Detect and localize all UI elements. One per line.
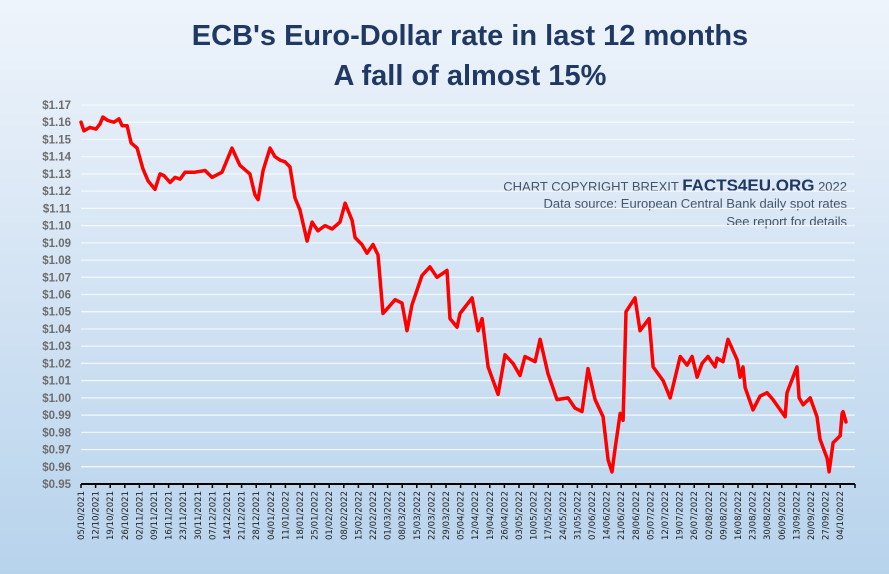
y-tick-label: $1.14 <box>42 152 71 164</box>
y-tick-label: $0.98 <box>42 427 71 439</box>
x-tick-label: 20/09/2022 <box>807 491 817 540</box>
x-tick-label: 31/05/2022 <box>573 491 583 540</box>
x-tick-label: 05/07/2022 <box>646 491 656 540</box>
chart-subtitle: A fall of almost 15% <box>333 60 607 92</box>
series-line <box>79 115 848 474</box>
x-tick-label: 22/02/2022 <box>369 491 379 540</box>
y-axis: $0.95 $0.96 $0.97 $0.98 $0.99 $1.00 $1.01 $1.02… <box>42 100 71 491</box>
x-tick-label: 03/05/2022 <box>515 491 525 540</box>
y-tick-label: $1.17 <box>42 100 71 112</box>
y-tick-label: $1.15 <box>42 134 71 146</box>
y-tick-label: $1.00 <box>42 393 71 405</box>
x-tick-label: 24/05/2022 <box>559 491 569 540</box>
x-tick-label: 13/09/2022 <box>792 491 802 540</box>
gridlines <box>81 104 855 468</box>
y-tick-label: $0.97 <box>42 445 71 457</box>
x-tick-label: 09/08/2022 <box>719 491 729 540</box>
y-tick-label: $0.95 <box>42 479 71 491</box>
x-tick-label: 14/06/2022 <box>603 491 613 540</box>
x-tick-label: 30/11/2021 <box>194 491 204 540</box>
x-tick-label: 12/10/2021 <box>92 491 102 540</box>
x-tick-label: 27/09/2022 <box>822 491 832 540</box>
copyright-year: 2022 <box>818 179 847 194</box>
x-tick-label: 05/04/2022 <box>457 491 467 540</box>
x-tick-label: 10/05/2022 <box>530 491 540 540</box>
x-tick-label: 11/01/2022 <box>281 491 291 540</box>
x-tick-label: 04/01/2022 <box>267 491 277 540</box>
x-tick-label: 28/06/2022 <box>632 491 642 540</box>
series-group <box>79 115 848 474</box>
x-tick-label: 12/04/2022 <box>471 491 481 540</box>
x-tick-label: 17/05/2022 <box>544 491 554 540</box>
x-tick-label: 12/07/2022 <box>661 491 671 540</box>
x-tick-label: 08/02/2022 <box>340 491 350 540</box>
x-tick-label: 23/11/2021 <box>179 491 189 540</box>
x-tick-label: 19/10/2021 <box>106 491 116 540</box>
brand-name: FACTS4EU.ORG <box>682 176 815 195</box>
y-tick-label: $1.11 <box>43 203 72 215</box>
x-tick-label: 19/07/2022 <box>676 491 686 540</box>
x-tick-label: 15/02/2022 <box>354 491 364 540</box>
x-tick-label: 01/03/2022 <box>384 491 394 540</box>
y-tick-label: $0.99 <box>42 410 71 422</box>
y-tick-label: $1.05 <box>42 307 71 319</box>
y-tick-label: $1.16 <box>42 117 71 129</box>
x-tick-label: 02/08/2022 <box>705 491 715 540</box>
x-tick-label: 07/06/2022 <box>588 491 598 540</box>
x-tick-label: 15/03/2022 <box>413 491 423 540</box>
y-tick-label: $1.02 <box>42 358 71 370</box>
x-tick-label: 08/03/2022 <box>398 491 408 540</box>
x-tick-label: 04/10/2022 <box>836 491 846 540</box>
y-tick-label: $1.04 <box>42 324 71 336</box>
y-tick-label: $1.06 <box>42 290 71 302</box>
x-tick-label: 26/04/2022 <box>500 491 510 540</box>
x-tick-label: 28/12/2021 <box>252 491 262 540</box>
data-source-note: Data source: European Central Bank daily… <box>543 196 847 211</box>
x-tick-label: 05/10/2021 <box>77 491 87 540</box>
x-tick-label: 16/11/2021 <box>165 491 175 540</box>
x-tick-label: 19/04/2022 <box>486 491 496 540</box>
x-tick-label: 18/01/2022 <box>296 491 306 540</box>
y-tick-label: $1.01 <box>42 376 71 388</box>
x-tick-label: 23/08/2022 <box>749 491 759 540</box>
x-tick-label: 14/12/2021 <box>223 491 233 540</box>
y-tick-label: $1.09 <box>42 238 71 250</box>
y-tick-label: $1.13 <box>42 169 71 181</box>
y-tick-label: $1.08 <box>42 255 71 267</box>
y-tick-label: $1.10 <box>42 221 71 233</box>
x-tick-label: 09/11/2021 <box>150 491 160 540</box>
x-tick-label: 25/01/2022 <box>311 491 321 540</box>
x-tick-label: 16/08/2022 <box>734 491 744 540</box>
x-tick-label: 21/06/2022 <box>617 491 627 540</box>
x-tick-label: 22/03/2022 <box>427 491 437 540</box>
x-tick-label: 07/12/2021 <box>208 491 218 540</box>
y-tick-label: $1.03 <box>42 341 71 353</box>
x-tick-label: 26/07/2022 <box>690 491 700 540</box>
x-tick-label: 21/12/2021 <box>238 491 248 540</box>
y-tick-label: $1.07 <box>42 272 71 284</box>
copyright-note: CHART COPYRIGHT BREXIT FACTS4EU.ORG 2022 <box>503 176 847 196</box>
x-axis: 05/10/2021 12/10/2021 19/10/2021 26/10/2021… <box>77 483 856 540</box>
x-tick-label: 26/10/2021 <box>121 491 131 540</box>
x-tick-label: 29/03/2022 <box>442 491 452 540</box>
x-tick-label: 01/02/2022 <box>325 491 335 540</box>
y-tick-label: $1.12 <box>42 186 71 198</box>
x-tick-label: 02/11/2021 <box>135 491 145 540</box>
chart-title: ECB's Euro-Dollar rate in last 12 months <box>191 20 749 52</box>
x-tick-label: 06/09/2022 <box>778 491 788 540</box>
copyright-prefix: CHART COPYRIGHT BREXIT <box>503 179 679 194</box>
y-tick-label: $0.96 <box>42 462 71 474</box>
x-tick-label: 30/08/2022 <box>763 491 773 540</box>
